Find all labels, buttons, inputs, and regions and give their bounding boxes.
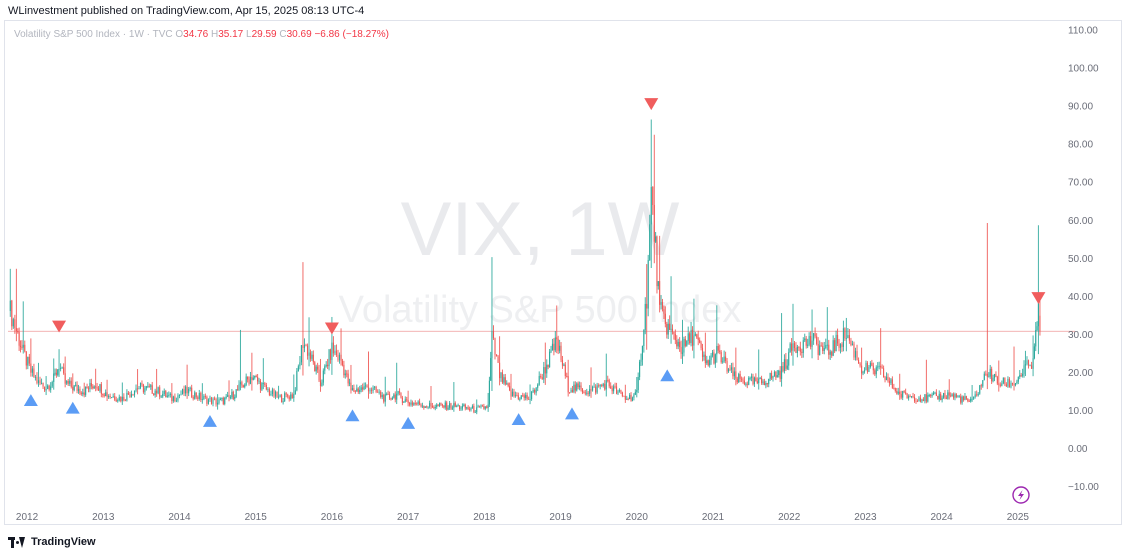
tradingview-logo-icon: [8, 536, 26, 548]
legend-change: −6.86 (−18.27%): [314, 29, 389, 40]
chart-frame[interactable]: [4, 20, 1122, 525]
tradingview-footer[interactable]: TradingView: [8, 536, 96, 548]
legend-close: 30.69: [286, 29, 312, 40]
legend-high-label: H: [210, 29, 219, 40]
legend-close-label: C: [279, 29, 287, 40]
publisher-line: WLinvestment published on TradingView.co…: [8, 5, 365, 17]
legend-open-label: O: [175, 29, 184, 40]
legend-high: 35.17: [218, 29, 244, 40]
legend-low-label: L: [246, 29, 252, 40]
symbol-legend: Volatility S&P 500 Index · 1W · TVC O34.…: [14, 29, 389, 40]
legend-symbol: Volatility S&P 500 Index · 1W · TVC: [14, 29, 173, 40]
legend-open: 34.76: [183, 29, 209, 40]
legend-low: 29.59: [251, 29, 277, 40]
footer-brand: TradingView: [31, 536, 96, 548]
